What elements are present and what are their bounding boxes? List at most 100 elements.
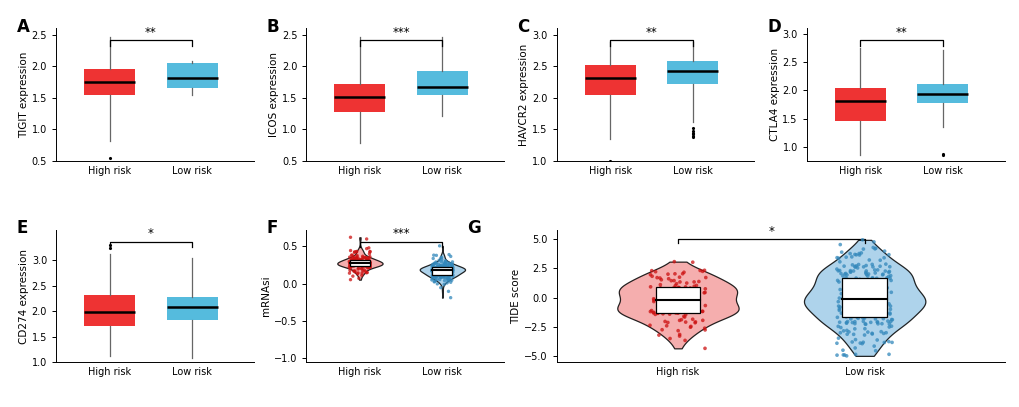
- Point: [357, 254, 373, 261]
- Text: E: E: [16, 219, 28, 237]
- Point: [362, 248, 378, 255]
- Point: [425, 252, 441, 258]
- Point: [430, 266, 446, 273]
- Point: [665, 289, 682, 295]
- Point: [682, 323, 698, 330]
- Point: [857, 301, 873, 308]
- Point: [437, 271, 453, 277]
- Point: [355, 254, 371, 260]
- Point: [856, 326, 872, 332]
- Point: [690, 292, 706, 299]
- Point: [658, 291, 675, 297]
- Point: [433, 268, 449, 274]
- Point: [346, 259, 363, 266]
- Point: [869, 321, 886, 327]
- Point: [880, 351, 897, 357]
- Point: [873, 304, 890, 311]
- Point: [434, 269, 450, 276]
- Point: [345, 259, 362, 266]
- Point: [869, 297, 886, 303]
- Point: [357, 254, 373, 261]
- Point: [432, 284, 448, 291]
- Point: [863, 275, 879, 282]
- Point: [673, 287, 689, 294]
- Point: [435, 281, 451, 288]
- Point: [877, 329, 894, 336]
- Point: [881, 303, 898, 309]
- Y-axis label: ICOS expression: ICOS expression: [269, 52, 279, 137]
- Point: [848, 282, 864, 289]
- Point: [340, 264, 357, 271]
- Point: [688, 308, 704, 314]
- Point: [849, 301, 865, 307]
- Point: [684, 259, 700, 265]
- Point: [342, 257, 359, 263]
- PathPatch shape: [84, 70, 136, 95]
- Point: [880, 268, 897, 275]
- Point: [354, 259, 370, 266]
- Point: [352, 262, 368, 268]
- Point: [444, 267, 461, 274]
- Point: [354, 265, 370, 272]
- Point: [839, 283, 855, 289]
- Point: [439, 266, 455, 272]
- Point: [832, 324, 848, 331]
- Point: [348, 256, 365, 263]
- Point: [643, 307, 659, 314]
- Point: [663, 301, 680, 308]
- Point: [342, 260, 359, 267]
- Point: [359, 260, 375, 267]
- Point: [848, 285, 864, 291]
- Point: [842, 279, 858, 285]
- Point: [841, 278, 857, 284]
- Point: [876, 293, 893, 300]
- Point: [435, 267, 451, 274]
- Point: [846, 251, 862, 258]
- Point: [361, 251, 377, 257]
- Point: [439, 265, 455, 271]
- Point: [434, 274, 450, 280]
- Point: [427, 265, 443, 272]
- Point: [353, 256, 369, 263]
- Point: [441, 261, 458, 267]
- Point: [852, 297, 868, 304]
- Point: [444, 267, 461, 273]
- Point: [873, 286, 890, 292]
- Point: [432, 267, 448, 273]
- Point: [878, 318, 895, 324]
- Point: [361, 245, 377, 251]
- Point: [696, 289, 712, 295]
- Point: [645, 309, 661, 315]
- Point: [864, 264, 880, 270]
- Y-axis label: CD274 expression: CD274 expression: [18, 249, 29, 344]
- Point: [677, 319, 693, 325]
- Point: [358, 269, 374, 276]
- Point: [649, 309, 665, 316]
- Point: [344, 261, 361, 267]
- Point: [830, 267, 847, 274]
- PathPatch shape: [84, 295, 136, 326]
- Point: [844, 313, 860, 319]
- Point: [355, 267, 371, 274]
- Point: [843, 302, 859, 309]
- Point: [846, 287, 862, 294]
- Point: [362, 260, 378, 266]
- Point: [428, 252, 444, 258]
- Point: [642, 284, 658, 290]
- Point: [847, 275, 863, 281]
- Point: [436, 264, 452, 271]
- Point: [436, 271, 452, 278]
- Point: [651, 281, 667, 288]
- Point: [847, 336, 863, 343]
- Point: [672, 301, 688, 307]
- Point: [355, 262, 371, 269]
- Point: [828, 254, 845, 261]
- Point: [437, 261, 453, 268]
- Point: [668, 300, 685, 306]
- Point: [341, 263, 358, 269]
- Text: *: *: [767, 225, 773, 238]
- Point: [345, 255, 362, 262]
- Point: [676, 269, 692, 276]
- Point: [440, 252, 457, 258]
- Point: [356, 262, 372, 269]
